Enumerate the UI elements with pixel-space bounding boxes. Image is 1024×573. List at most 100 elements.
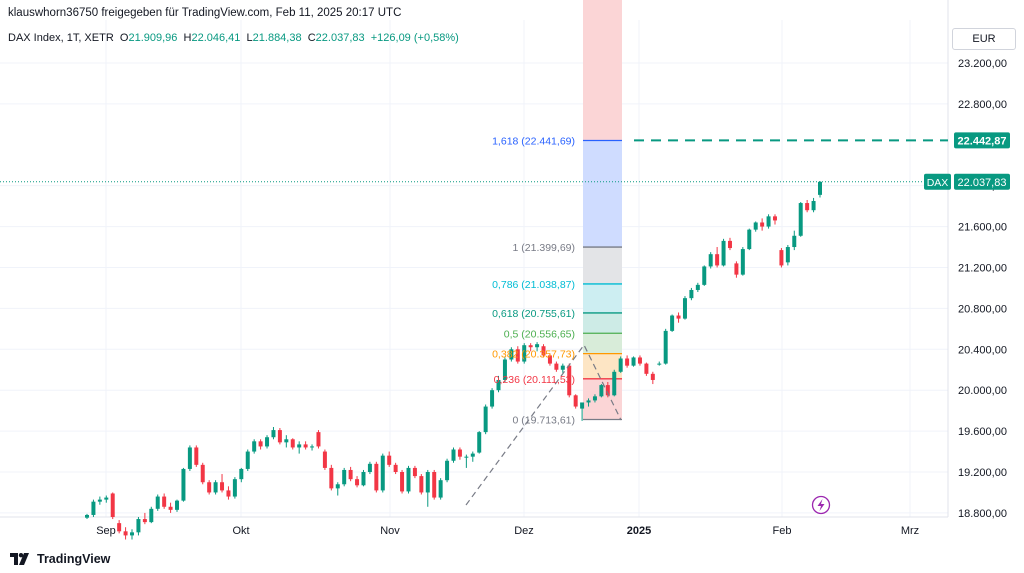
fib-label-1,618: 1,618 (22.441,69) [492,135,575,147]
candle [419,476,424,493]
candle [625,358,630,366]
target-price-label: 22.442,87 [958,135,1007,147]
candle [811,201,816,211]
candle [612,371,617,396]
candle [496,379,501,391]
symbol-tag-label: DAX [927,177,949,189]
candle [387,455,392,465]
ohlc-values: O21.909,96 H22.046,41 L21.884,38 C22.037… [117,32,459,44]
candle [226,490,231,497]
x-tick-label: Okt [232,525,249,537]
high-value: 22.046,41 [191,32,241,44]
candle [374,463,379,491]
price-chart[interactable]: 0 (19.713,61) 0,236 (20.111,53) 0,382 (20.… [0,0,1024,545]
candle [342,469,347,485]
y-tick-label: 21.200,00 [958,262,1007,274]
candle [477,432,482,453]
close-value: 22.037,83 [315,32,365,44]
y-tick-label: 18.800,00 [958,508,1007,520]
candle [316,432,321,447]
candle [367,463,372,473]
symbol-name[interactable]: DAX Index, 1T, XETR [8,32,114,44]
tradingview-brand: TradingView [37,552,111,566]
candle [457,449,462,457]
candle [592,396,597,401]
candle [406,467,411,492]
candle [805,203,810,211]
candle [355,479,360,486]
candle [245,451,250,469]
x-tick-label: Dez [514,525,534,537]
fib-label-0,786: 0,786 (21.038,87) [492,279,575,291]
candle [310,446,315,448]
x-tick-label: 2025 [627,525,651,537]
candle [695,284,700,290]
candle [670,315,675,331]
candle [85,514,89,518]
currency-button[interactable]: EUR [952,28,1016,50]
candle [702,266,707,285]
fib-zone-top [583,0,622,141]
x-tick-label: Sep [96,525,116,537]
fib-zone-0,786 [583,283,622,313]
change-value: +126,09 (+0,58%) [370,32,459,44]
tradingview-footer[interactable]: TradingView [10,549,110,569]
candle [361,472,366,486]
candle [380,455,385,491]
candle [599,385,604,397]
candle [162,496,167,507]
candle [682,298,687,319]
candle [265,437,270,447]
candle [175,500,180,510]
candle [445,460,450,481]
candle [277,430,282,443]
candle [772,216,777,221]
x-tick-label: Mrz [901,525,919,537]
candle [438,480,443,498]
candle [483,406,488,433]
candle [297,444,302,448]
candle [515,349,520,362]
y-tick-label: 22.800,00 [958,99,1007,111]
candle [631,357,636,366]
candle [348,469,353,480]
candle [123,531,128,536]
candle [740,249,745,275]
x-tick-label: Nov [380,525,400,537]
candle [220,482,225,491]
candle [637,357,642,364]
last-price-label: 22.037,83 [958,177,1007,189]
lightning-glyph [817,499,825,511]
share-header: klauswhorn36750 freigegeben für TradingV… [8,7,402,19]
candle [136,519,141,533]
candle [644,363,649,374]
candle [535,344,540,348]
candle [393,464,398,473]
target-price-tag [954,132,1010,149]
candle [547,355,552,364]
candle [689,289,694,299]
y-tick-label: 19.200,00 [958,467,1007,479]
candle [618,358,623,372]
candle [97,499,102,502]
candle [232,479,237,497]
high-label: H [183,32,192,44]
low-value: 21.884,38 [252,32,302,44]
candle [779,250,784,266]
close-label: C [307,32,316,44]
open-value: 21.909,96 [128,32,178,44]
candle [329,467,334,489]
candle [187,447,192,469]
chart-canvas[interactable]: 0 (19.713,61) 0,236 (20.111,53) 0,382 (20.… [0,0,1024,545]
candle [573,395,578,407]
candle [117,523,122,532]
candle [207,482,212,493]
candle [104,497,109,500]
candle [560,365,565,370]
candle [432,472,437,498]
candle [580,402,585,409]
candle [676,315,681,319]
candle [528,345,533,348]
candle [464,456,469,458]
candle [142,519,147,523]
